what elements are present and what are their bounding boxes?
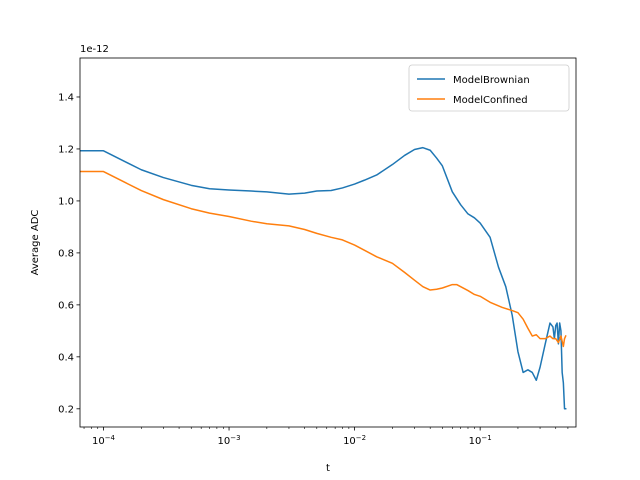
axes-frame: [79, 57, 577, 428]
y-tick-label: 1.0: [58, 196, 74, 207]
legend-label: ModelBrownian: [453, 75, 530, 86]
legend: ModelBrownian ModelConfined: [408, 64, 570, 112]
y-tick-label: 0.6: [58, 300, 74, 311]
legend-label: ModelConfined: [453, 95, 528, 106]
y-axis-offset-text: 1e-12: [80, 44, 109, 55]
y-tick-label: 0.2: [58, 404, 74, 415]
y-tick-label: 1.2: [58, 144, 74, 155]
x-tick-label: 10−3: [218, 434, 241, 447]
y-tick-label: 0.8: [58, 248, 74, 259]
y-tick-label: 1.4: [58, 92, 74, 103]
x-tick-label: 10−4: [92, 434, 116, 447]
y-axis: 0.2 0.4 0.6 0.8 1.0 1.2 1.4: [58, 92, 80, 415]
x-tick-label: 10−1: [469, 434, 492, 447]
plot-area: [80, 146, 567, 410]
series-line-1: [80, 170, 567, 348]
x-axis-label: t: [326, 463, 330, 474]
y-axis-label: Average ADC: [30, 210, 41, 276]
x-axis: 10−4 10−3 10−2 10−1: [83, 427, 569, 447]
series-line-0: [80, 146, 567, 410]
legend-box: [408, 64, 570, 112]
x-tick-label: 10−2: [343, 434, 366, 447]
y-tick-label: 0.4: [58, 352, 74, 363]
